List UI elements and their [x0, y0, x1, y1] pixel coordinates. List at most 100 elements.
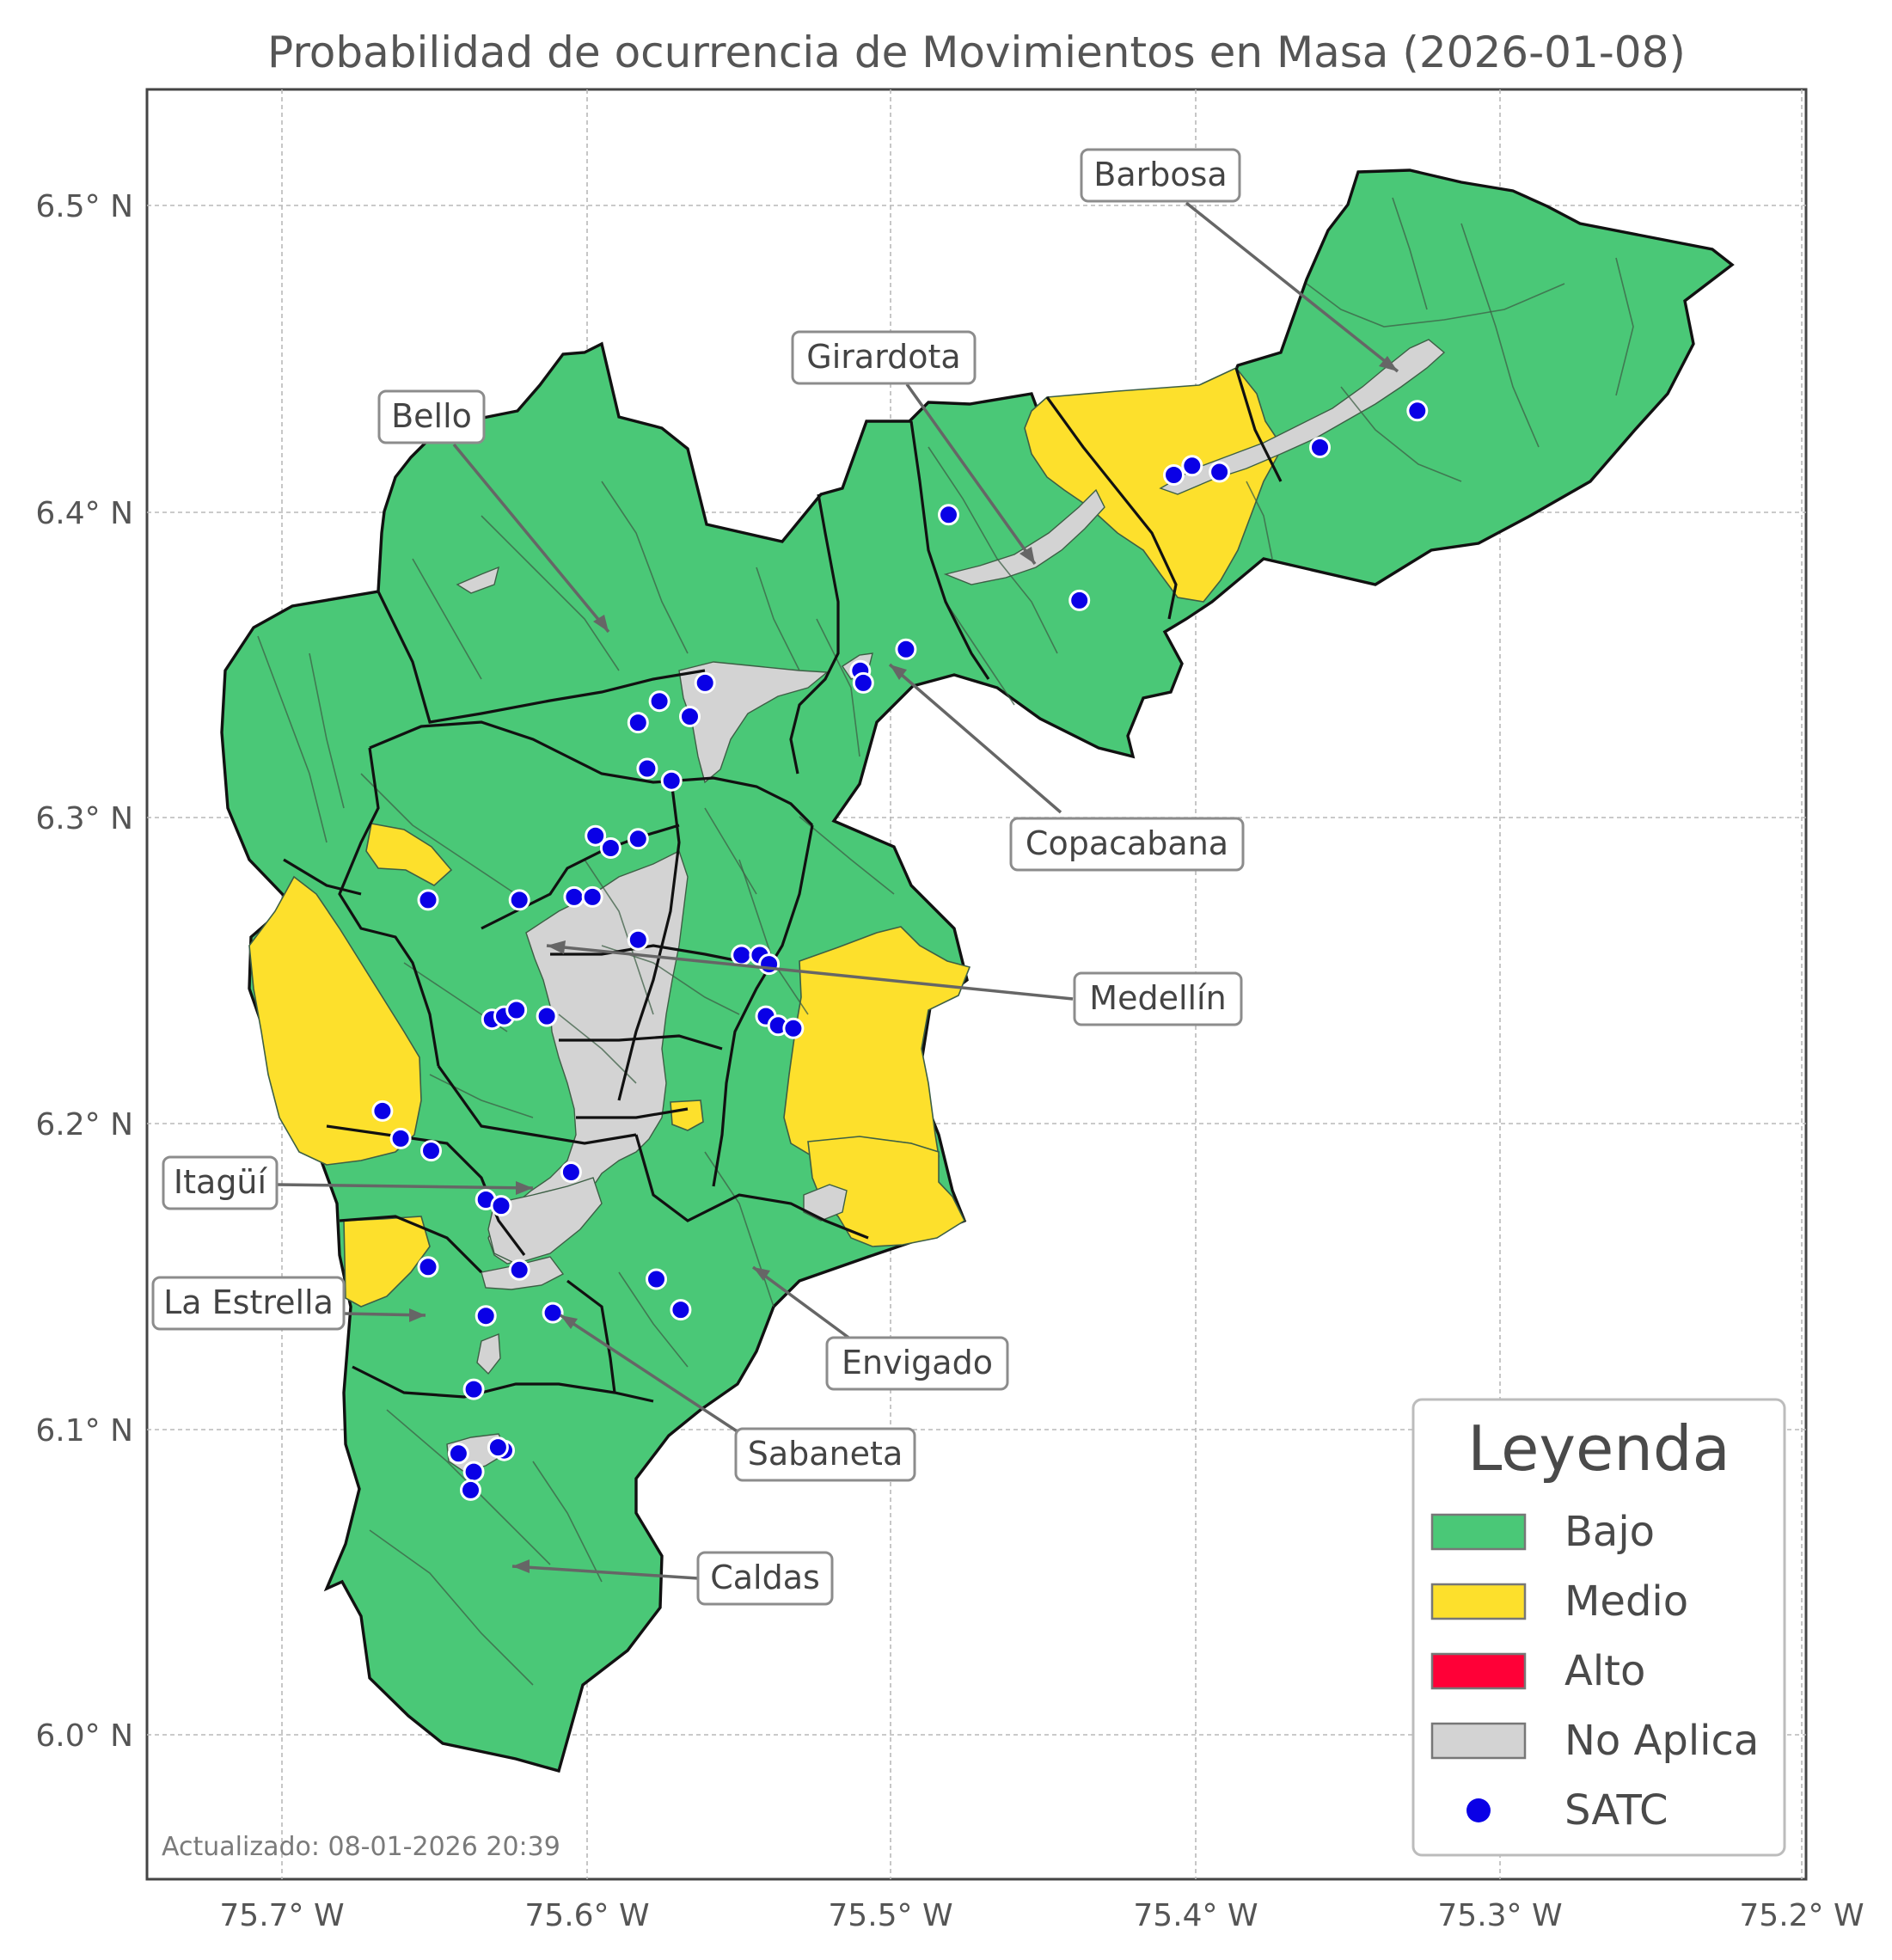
y-tick-label: 6.2° N: [35, 1107, 133, 1142]
satc-station-marker: [389, 1127, 412, 1149]
satc-station-marker: [462, 1461, 485, 1483]
arrowhead-barbosa: [1379, 356, 1398, 371]
legend-label-satc: SATC: [1564, 1786, 1669, 1834]
arrow-sabaneta: [560, 1314, 742, 1436]
legend-title: Leyenda: [1467, 1412, 1730, 1485]
border-medellin-west-2: [283, 858, 362, 896]
arrow-caldas: [511, 1565, 699, 1580]
arrow-itagui: [276, 1183, 534, 1190]
satc-station-marker: [490, 1195, 512, 1217]
satc-station-marker: [1181, 455, 1203, 477]
urban-zone-bello-north: [456, 566, 500, 594]
border-bello-medellin: [369, 720, 814, 827]
satc-stations: [371, 400, 1429, 1501]
urban-zone-la-estrella: [476, 1332, 501, 1375]
arrowhead-sabaneta: [560, 1315, 578, 1329]
updated-timestamp: Actualizado: 08-01-2026 20:39: [162, 1832, 560, 1862]
satc-station-marker: [505, 999, 528, 1021]
border-medellin-west: [338, 747, 440, 1067]
satc-station-marker: [560, 1161, 582, 1183]
satc-station-marker: [371, 1099, 394, 1122]
medio-zone-barbosa-girardota: [1024, 367, 1283, 603]
label-copacabana: Copacabana: [1009, 817, 1245, 872]
satc-station-marker: [460, 1479, 481, 1501]
satc-station-marker: [670, 1299, 692, 1321]
satc-station-marker: [627, 928, 649, 951]
satc-station-marker: [636, 757, 658, 780]
label-la-estrella: La Estrella: [151, 1276, 346, 1331]
y-tick-label: 6.4° N: [35, 496, 133, 531]
map-title: Probabilidad de ocurrencia de Movimiento…: [267, 28, 1686, 77]
satc-station-marker: [895, 638, 917, 660]
arrow-envigado: [751, 1265, 853, 1341]
medio-zone-medellin-west: [248, 875, 422, 1166]
satc-station-marker: [646, 1268, 667, 1290]
arrowhead-medellin: [547, 940, 566, 954]
x-tick-label: 75.6° W: [524, 1898, 649, 1933]
svg-text:Medellín: Medellín: [1089, 979, 1226, 1017]
satc-station-marker: [563, 885, 585, 908]
x-tick-label: 75.3° W: [1437, 1898, 1562, 1933]
arrowhead-bello: [593, 615, 609, 632]
border-la-estrella: [339, 1215, 483, 1274]
medio-zone-bello-west: [365, 823, 453, 886]
border-girardota-copacabana: [909, 420, 990, 680]
satc-station-marker: [420, 1140, 442, 1162]
satc-station-marker: [1209, 461, 1231, 483]
satc-station-marker: [417, 1256, 439, 1278]
legend-marker-satc: [1466, 1798, 1491, 1822]
satc-station-marker: [782, 1017, 805, 1039]
arrow-bello: [452, 443, 610, 634]
satc-station-marker: [462, 1378, 485, 1400]
satc-station-marker: [417, 889, 439, 911]
satc-station-marker: [1068, 589, 1091, 611]
satc-station-marker: [627, 712, 649, 734]
annotation-arrows: [276, 201, 1399, 1580]
label-caldas: Caldas: [696, 1551, 834, 1606]
urban-zone-barbosa: [1159, 339, 1446, 495]
legend-label-alto: Alto: [1564, 1647, 1645, 1695]
border-copacabana-bello: [789, 493, 840, 775]
label-girardota: Girardota: [791, 330, 977, 385]
arrow-medellin: [546, 944, 1074, 1001]
arrow-girardota: [905, 383, 1037, 566]
y-tick-labels: 6.5° N 6.4° N 6.3° N 6.2° N 6.1° N 6.0° …: [35, 189, 133, 1754]
border-sabaneta: [566, 1279, 616, 1393]
svg-text:Copacabana: Copacabana: [1026, 824, 1228, 862]
valley-region-bajo: [220, 168, 1735, 1773]
legend-swatch-no-aplica: [1430, 1722, 1527, 1760]
border-urban-grid-4: [576, 1107, 689, 1119]
satc-station-marker: [1406, 400, 1429, 422]
border-urban-grid-3: [559, 1034, 723, 1050]
satc-station-marker: [731, 944, 753, 966]
satc-station-marker: [648, 690, 670, 713]
svg-text:Caldas: Caldas: [710, 1559, 820, 1596]
arrowhead-itagui: [516, 1181, 533, 1195]
satc-station-marker: [536, 1005, 558, 1027]
legend-label-no-aplica: No Aplica: [1564, 1717, 1759, 1765]
urban-zone-girardota: [943, 488, 1105, 585]
svg-text:Bello: Bello: [391, 397, 472, 435]
municipality-labels: Barbosa Girardota Bello Copacabana Medel…: [151, 148, 1245, 1606]
satc-station-marker: [508, 889, 530, 911]
label-bello: Bello: [377, 389, 486, 444]
y-tick-label: 6.5° N: [35, 189, 133, 224]
satc-station-marker: [487, 1436, 509, 1459]
border-envigado: [634, 1134, 869, 1240]
border-medellin-south: [437, 1065, 637, 1145]
urban-zone-envigado-east: [803, 1184, 848, 1222]
y-tick-label: 6.3° N: [35, 801, 133, 836]
border-caldas: [352, 1365, 654, 1403]
satc-station-marker: [852, 671, 874, 694]
border-medellin-east: [712, 824, 814, 1187]
border-barbosa-girardota: [1045, 396, 1178, 620]
legend: Leyenda Bajo Medio Alto No Aplica SATC: [1411, 1398, 1786, 1857]
satc-station-marker: [758, 953, 781, 976]
legend-swatch-bajo: [1430, 1513, 1527, 1551]
svg-text:Envigado: Envigado: [842, 1344, 993, 1381]
satc-station-marker: [938, 504, 959, 526]
legend-swatch-alto: [1430, 1652, 1527, 1690]
satc-station-marker: [447, 1442, 469, 1465]
satc-station-marker: [660, 769, 683, 792]
